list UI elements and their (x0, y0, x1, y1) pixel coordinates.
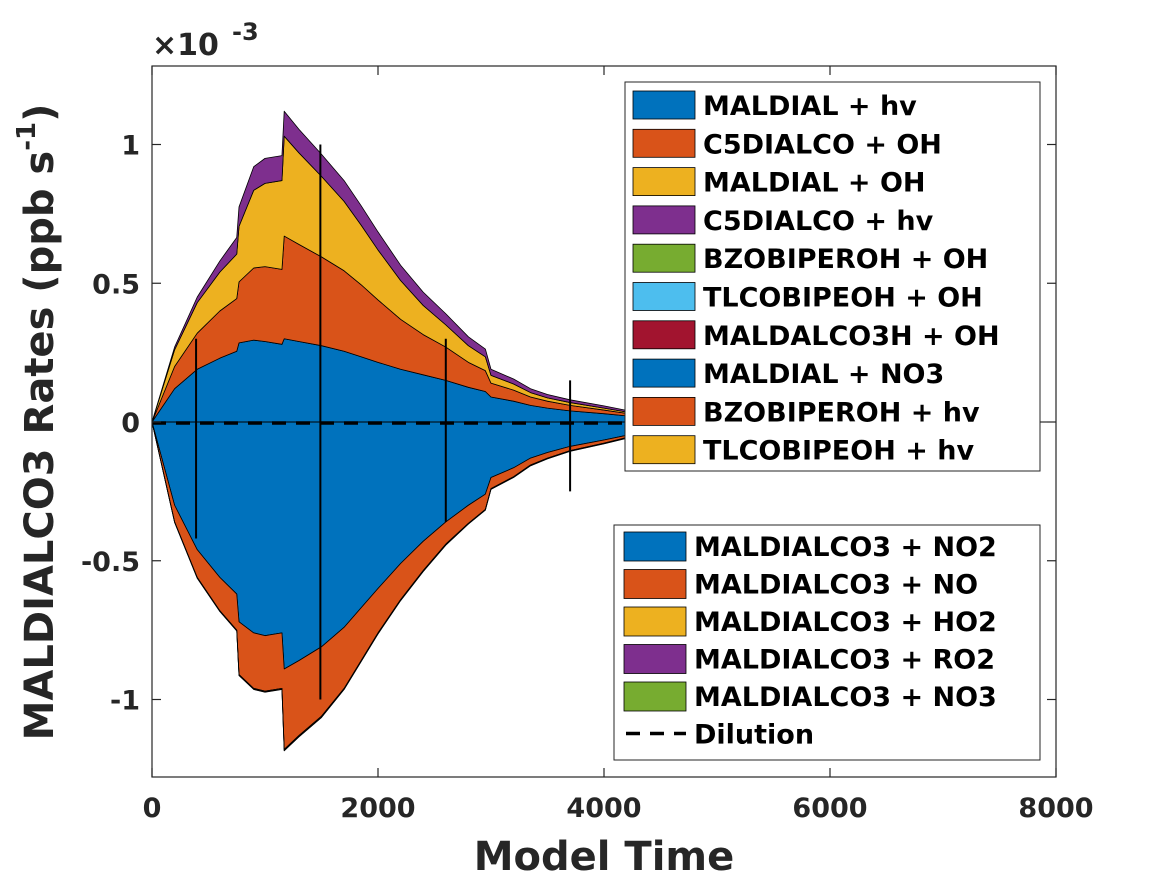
x-axis-title: Model Time (474, 834, 735, 875)
x-tick-label: 0 (143, 793, 162, 824)
axis-ticks: 0 2000 4000 6000 8000 -1 -0.5 0 0.5 1 (81, 66, 1094, 824)
y-axis-title-text: MALDIALCO3 Rates (ppb s-1) (12, 104, 63, 741)
y-tick-label: 0 (121, 408, 140, 439)
legend-label: MALDIALCO3 + HO2 (694, 607, 997, 638)
legend-swatch (632, 396, 696, 426)
legend-swatch (632, 435, 696, 465)
legend-production-entry: MALDIAL + hv (632, 90, 917, 122)
legend-label: MALDIALCO3 + RO2 (694, 645, 995, 676)
legend-label: MALDIAL + hv (703, 91, 917, 122)
legend-label: MALDIALCO3 + NO3 (694, 682, 997, 713)
legend-production: MALDIAL + hv C5DIALCO + OH MALDIAL + OH C5D… (624, 81, 1041, 472)
legend-label: MALDIAL + NO3 (703, 359, 944, 390)
legend-swatch (632, 205, 696, 235)
legend-swatch (632, 90, 696, 120)
legend-production-entry: MALDIAL + NO3 (632, 358, 944, 390)
legend-swatch (632, 320, 696, 350)
legend-loss-entry: MALDIALCO3 + NO3 (623, 681, 997, 713)
y-axis-title-sup: -1 (12, 122, 42, 151)
legend-label: C5DIALCO + OH (703, 129, 942, 160)
legend-swatch (623, 569, 687, 599)
legend-loss-entry: MALDIALCO3 + NO2 (623, 531, 997, 563)
legend-swatch (632, 358, 696, 388)
x-tick-label: 8000 (1018, 793, 1093, 824)
x-tick-label: 4000 (566, 793, 641, 824)
legend-loss-entry: MALDIALCO3 + RO2 (623, 644, 995, 676)
legend-loss-entry: MALDIALCO3 + HO2 (623, 606, 997, 638)
legend-label: MALDALCO3H + OH (703, 321, 1000, 352)
legend-label: TLCOBIPEOH + hv (703, 436, 974, 467)
legend-label: TLCOBIPEOH + OH (703, 283, 983, 314)
legend-loss: MALDIALCO3 + NO2 MALDIALCO3 + NO MALDIALCO… (613, 524, 1041, 761)
legend-production-entry: BZOBIPEROH + OH (632, 243, 988, 275)
y-axis-title-close: ) (17, 104, 63, 122)
legend-production-entry: BZOBIPEROH + hv (632, 396, 980, 428)
legend-label: MALDIAL + OH (703, 168, 926, 199)
legend-swatch (623, 644, 687, 674)
legend-label: MALDIALCO3 + NO (694, 570, 978, 601)
legend-swatch (632, 282, 696, 311)
legend-swatch (632, 128, 696, 158)
legend-label: C5DIALCO + hv (703, 206, 934, 237)
stacked-areas (151, 110, 910, 752)
legend-production-entry: TLCOBIPEOH + hv (632, 435, 974, 467)
legend-production-entry: TLCOBIPEOH + OH (632, 282, 983, 314)
legend-production-entry: MALDALCO3H + OH (632, 320, 1000, 352)
y-axis-title-main: MALDIALCO3 Rates (ppb s (17, 151, 63, 741)
legend-dilution-entry: Dilution (626, 720, 814, 751)
legend-label: BZOBIPEROH + hv (703, 397, 980, 428)
y-tick-label: 1 (121, 131, 140, 162)
x-tick-label: 6000 (792, 793, 867, 824)
legend-label: MALDIALCO3 + NO2 (694, 532, 997, 563)
legend-label: Dilution (694, 720, 814, 751)
legend-label: BZOBIPEROH + OH (703, 244, 988, 275)
legend-swatch (632, 167, 696, 197)
legend-loss-entry: MALDIALCO3 + NO (623, 569, 978, 601)
legend-production-entry: C5DIALCO + hv (632, 205, 934, 237)
legend-swatch (623, 606, 687, 637)
legend-swatch (623, 531, 687, 562)
exponent-base: ×10 (152, 28, 219, 63)
legend-production-entry: C5DIALCO + OH (632, 128, 942, 160)
y-tick-label: 0.5 (92, 269, 140, 300)
legend-loss-box (613, 524, 1041, 761)
y-tick-label: -0.5 (81, 547, 140, 578)
exponent-power: -3 (232, 18, 259, 46)
legend-swatch (632, 243, 696, 273)
legend-production-entry: MALDIAL + OH (632, 167, 926, 199)
exponent-label: ×10 -3 (152, 18, 259, 63)
y-tick-label: -1 (110, 686, 140, 717)
y-axis-title: MALDIALCO3 Rates (ppb s-1) (12, 104, 63, 741)
x-tick-label: 2000 (340, 793, 415, 824)
legend-swatch (623, 681, 687, 712)
